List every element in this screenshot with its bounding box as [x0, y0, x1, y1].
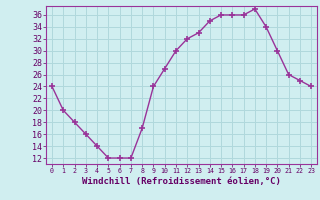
X-axis label: Windchill (Refroidissement éolien,°C): Windchill (Refroidissement éolien,°C)	[82, 177, 281, 186]
